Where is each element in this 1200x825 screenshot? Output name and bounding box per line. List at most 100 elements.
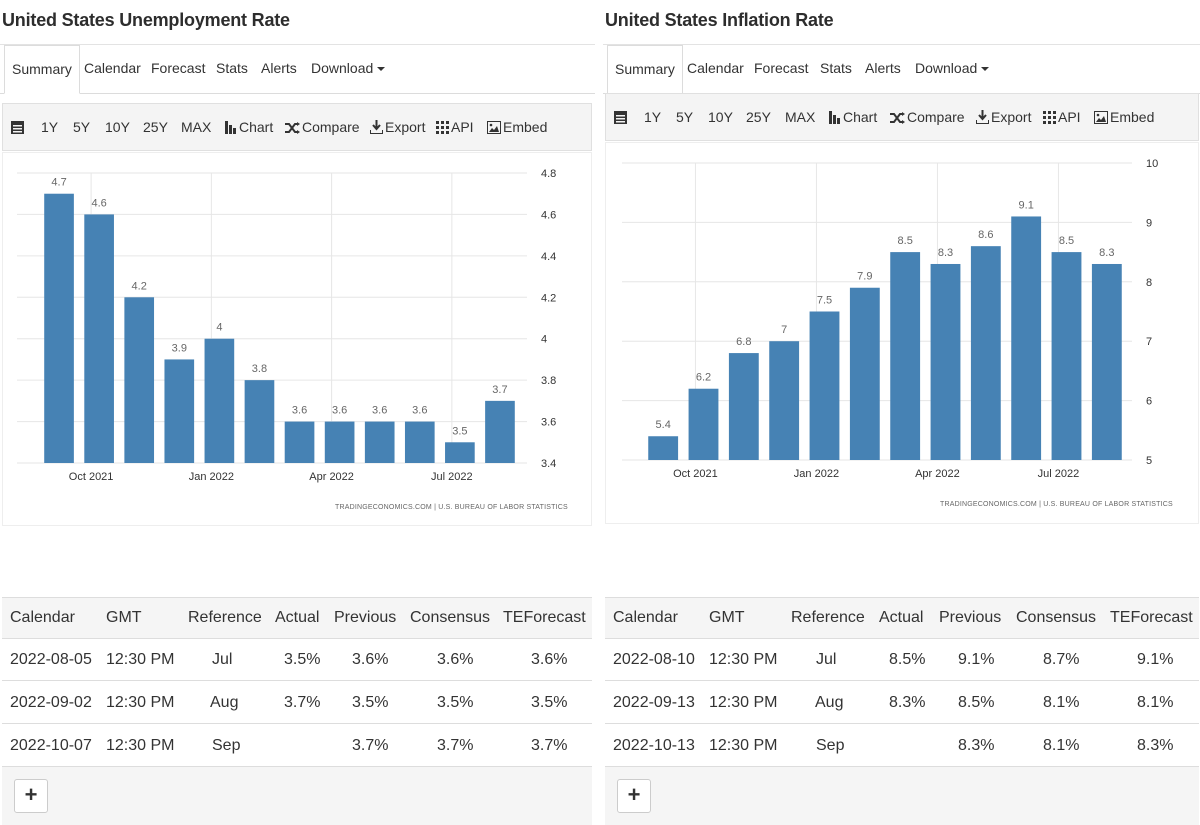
- cell-actual: 3.5%: [284, 651, 321, 668]
- cell-actual: 8.3%: [889, 694, 926, 711]
- data-label: 3.6: [292, 405, 307, 417]
- api-button[interactable]: API: [436, 104, 474, 150]
- tab-calendar[interactable]: Calendar: [687, 60, 744, 76]
- data-label: 5.4: [656, 419, 671, 431]
- data-label: 8.3: [938, 247, 953, 259]
- data-label: 3.9: [172, 342, 187, 354]
- compare-button[interactable]: Compare: [285, 104, 360, 150]
- grid-icon: [436, 121, 449, 134]
- y-tick-label: 7: [1146, 336, 1152, 348]
- table-header: Calendar GMT Reference Actual Previous C…: [605, 597, 1199, 639]
- tab-summary[interactable]: Summary: [607, 45, 683, 94]
- col-teforecast: TEForecast: [1110, 609, 1193, 626]
- cell-date: 2022-10-13: [613, 737, 695, 754]
- tab-alerts[interactable]: Alerts: [865, 60, 901, 76]
- tab-summary[interactable]: Summary: [4, 45, 80, 94]
- tab-forecast[interactable]: Forecast: [151, 60, 206, 76]
- bar: [849, 287, 880, 460]
- image-icon: [487, 121, 501, 134]
- cell-gmt: 12:30 PM: [709, 694, 778, 711]
- y-tick-label: 9: [1146, 217, 1152, 229]
- range-25y[interactable]: 25Y: [746, 109, 771, 125]
- cell-teforecast: 8.3%: [1137, 737, 1174, 754]
- grid-icon: [1043, 111, 1056, 124]
- download-icon: [369, 120, 384, 135]
- range-5y[interactable]: 5Y: [676, 109, 694, 125]
- data-label: 8.6: [978, 229, 993, 241]
- x-tick-label: Oct 2021: [673, 468, 718, 480]
- range-max[interactable]: MAX: [181, 119, 212, 135]
- bar: [164, 359, 195, 463]
- range-5y[interactable]: 5Y: [73, 119, 91, 135]
- calendar-icon[interactable]: [11, 104, 26, 150]
- compare-label: Compare: [302, 119, 360, 135]
- col-reference: Reference: [791, 609, 865, 626]
- range-10y[interactable]: 10Y: [708, 109, 733, 125]
- chart-button[interactable]: Chart: [225, 104, 273, 150]
- y-tick-label: 5: [1146, 455, 1152, 467]
- cell-gmt: 12:30 PM: [709, 737, 778, 754]
- chart-toolbar: 1Y 5Y 10Y 25Y MAX Chart Compare Export A…: [2, 103, 592, 151]
- export-label: Export: [991, 109, 1032, 125]
- tab-forecast[interactable]: Forecast: [754, 60, 809, 76]
- tab-stats[interactable]: Stats: [216, 60, 248, 76]
- cell-consensus: 8.1%: [1043, 737, 1080, 754]
- data-label: 4: [216, 322, 222, 334]
- unemployment-panel: United States Unemployment Rate Summary …: [0, 0, 595, 825]
- download-icon: [975, 110, 990, 125]
- range-max[interactable]: MAX: [785, 109, 816, 125]
- bar: [204, 338, 235, 463]
- range-1y[interactable]: 1Y: [644, 109, 662, 125]
- tab-download[interactable]: Download: [311, 45, 386, 92]
- cell-actual: 8.5%: [889, 651, 926, 668]
- page-title: United States Inflation Rate: [605, 10, 834, 30]
- bar: [44, 193, 74, 463]
- bar: [404, 421, 435, 463]
- cell-consensus: 3.7%: [437, 737, 474, 754]
- chevron-down-icon: [981, 67, 990, 72]
- data-label: 3.8: [252, 363, 267, 375]
- table-row: 2022-08-10 12:30 PM Jul 8.5% 9.1% 8.7% 9…: [605, 638, 1199, 681]
- tab-calendar[interactable]: Calendar: [84, 60, 141, 76]
- bar: [1051, 252, 1082, 460]
- expand-button[interactable]: +: [14, 779, 48, 813]
- expand-button[interactable]: +: [617, 779, 651, 813]
- api-button[interactable]: API: [1043, 94, 1081, 140]
- col-gmt: GMT: [106, 609, 142, 626]
- page-title: United States Unemployment Rate: [2, 10, 290, 30]
- y-tick-label: 6: [1146, 396, 1152, 408]
- x-tick-label: Oct 2021: [69, 471, 114, 483]
- compare-label: Compare: [907, 109, 965, 125]
- embed-button[interactable]: Embed: [487, 104, 547, 150]
- embed-button[interactable]: Embed: [1094, 94, 1154, 140]
- table-row: 2022-10-07 12:30 PM Sep 3.7% 3.7% 3.7%: [2, 724, 592, 767]
- range-25y[interactable]: 25Y: [143, 119, 168, 135]
- tab-download[interactable]: Download: [915, 45, 990, 92]
- range-1y[interactable]: 1Y: [41, 119, 59, 135]
- cell-previous: 3.7%: [352, 737, 389, 754]
- y-tick-label: 4.6: [541, 209, 556, 221]
- chart-button[interactable]: Chart: [829, 94, 877, 140]
- embed-label: Embed: [1110, 109, 1155, 125]
- range-10y[interactable]: 10Y: [105, 119, 130, 135]
- data-label: 7.5: [817, 295, 832, 307]
- export-button[interactable]: Export: [369, 104, 425, 150]
- table-footer: +: [2, 767, 592, 825]
- bar: [930, 263, 961, 460]
- cell-gmt: 12:30 PM: [106, 651, 175, 668]
- embed-label: Embed: [503, 119, 548, 135]
- x-tick-label: Apr 2022: [915, 468, 960, 480]
- export-button[interactable]: Export: [975, 94, 1032, 140]
- cell-teforecast: 3.6%: [531, 651, 568, 668]
- compare-button[interactable]: Compare: [890, 94, 965, 140]
- table-row: 2022-09-02 12:30 PM Aug 3.7% 3.5% 3.5% 3…: [2, 681, 592, 724]
- data-label: 3.6: [412, 405, 427, 417]
- bar: [1091, 263, 1122, 460]
- tab-alerts[interactable]: Alerts: [261, 60, 297, 76]
- calendar-icon[interactable]: [614, 94, 629, 140]
- col-calendar: Calendar: [613, 609, 678, 626]
- tab-stats[interactable]: Stats: [820, 60, 852, 76]
- bar: [284, 421, 315, 463]
- cell-reference: Jul: [212, 651, 233, 668]
- cell-teforecast: 9.1%: [1137, 651, 1174, 668]
